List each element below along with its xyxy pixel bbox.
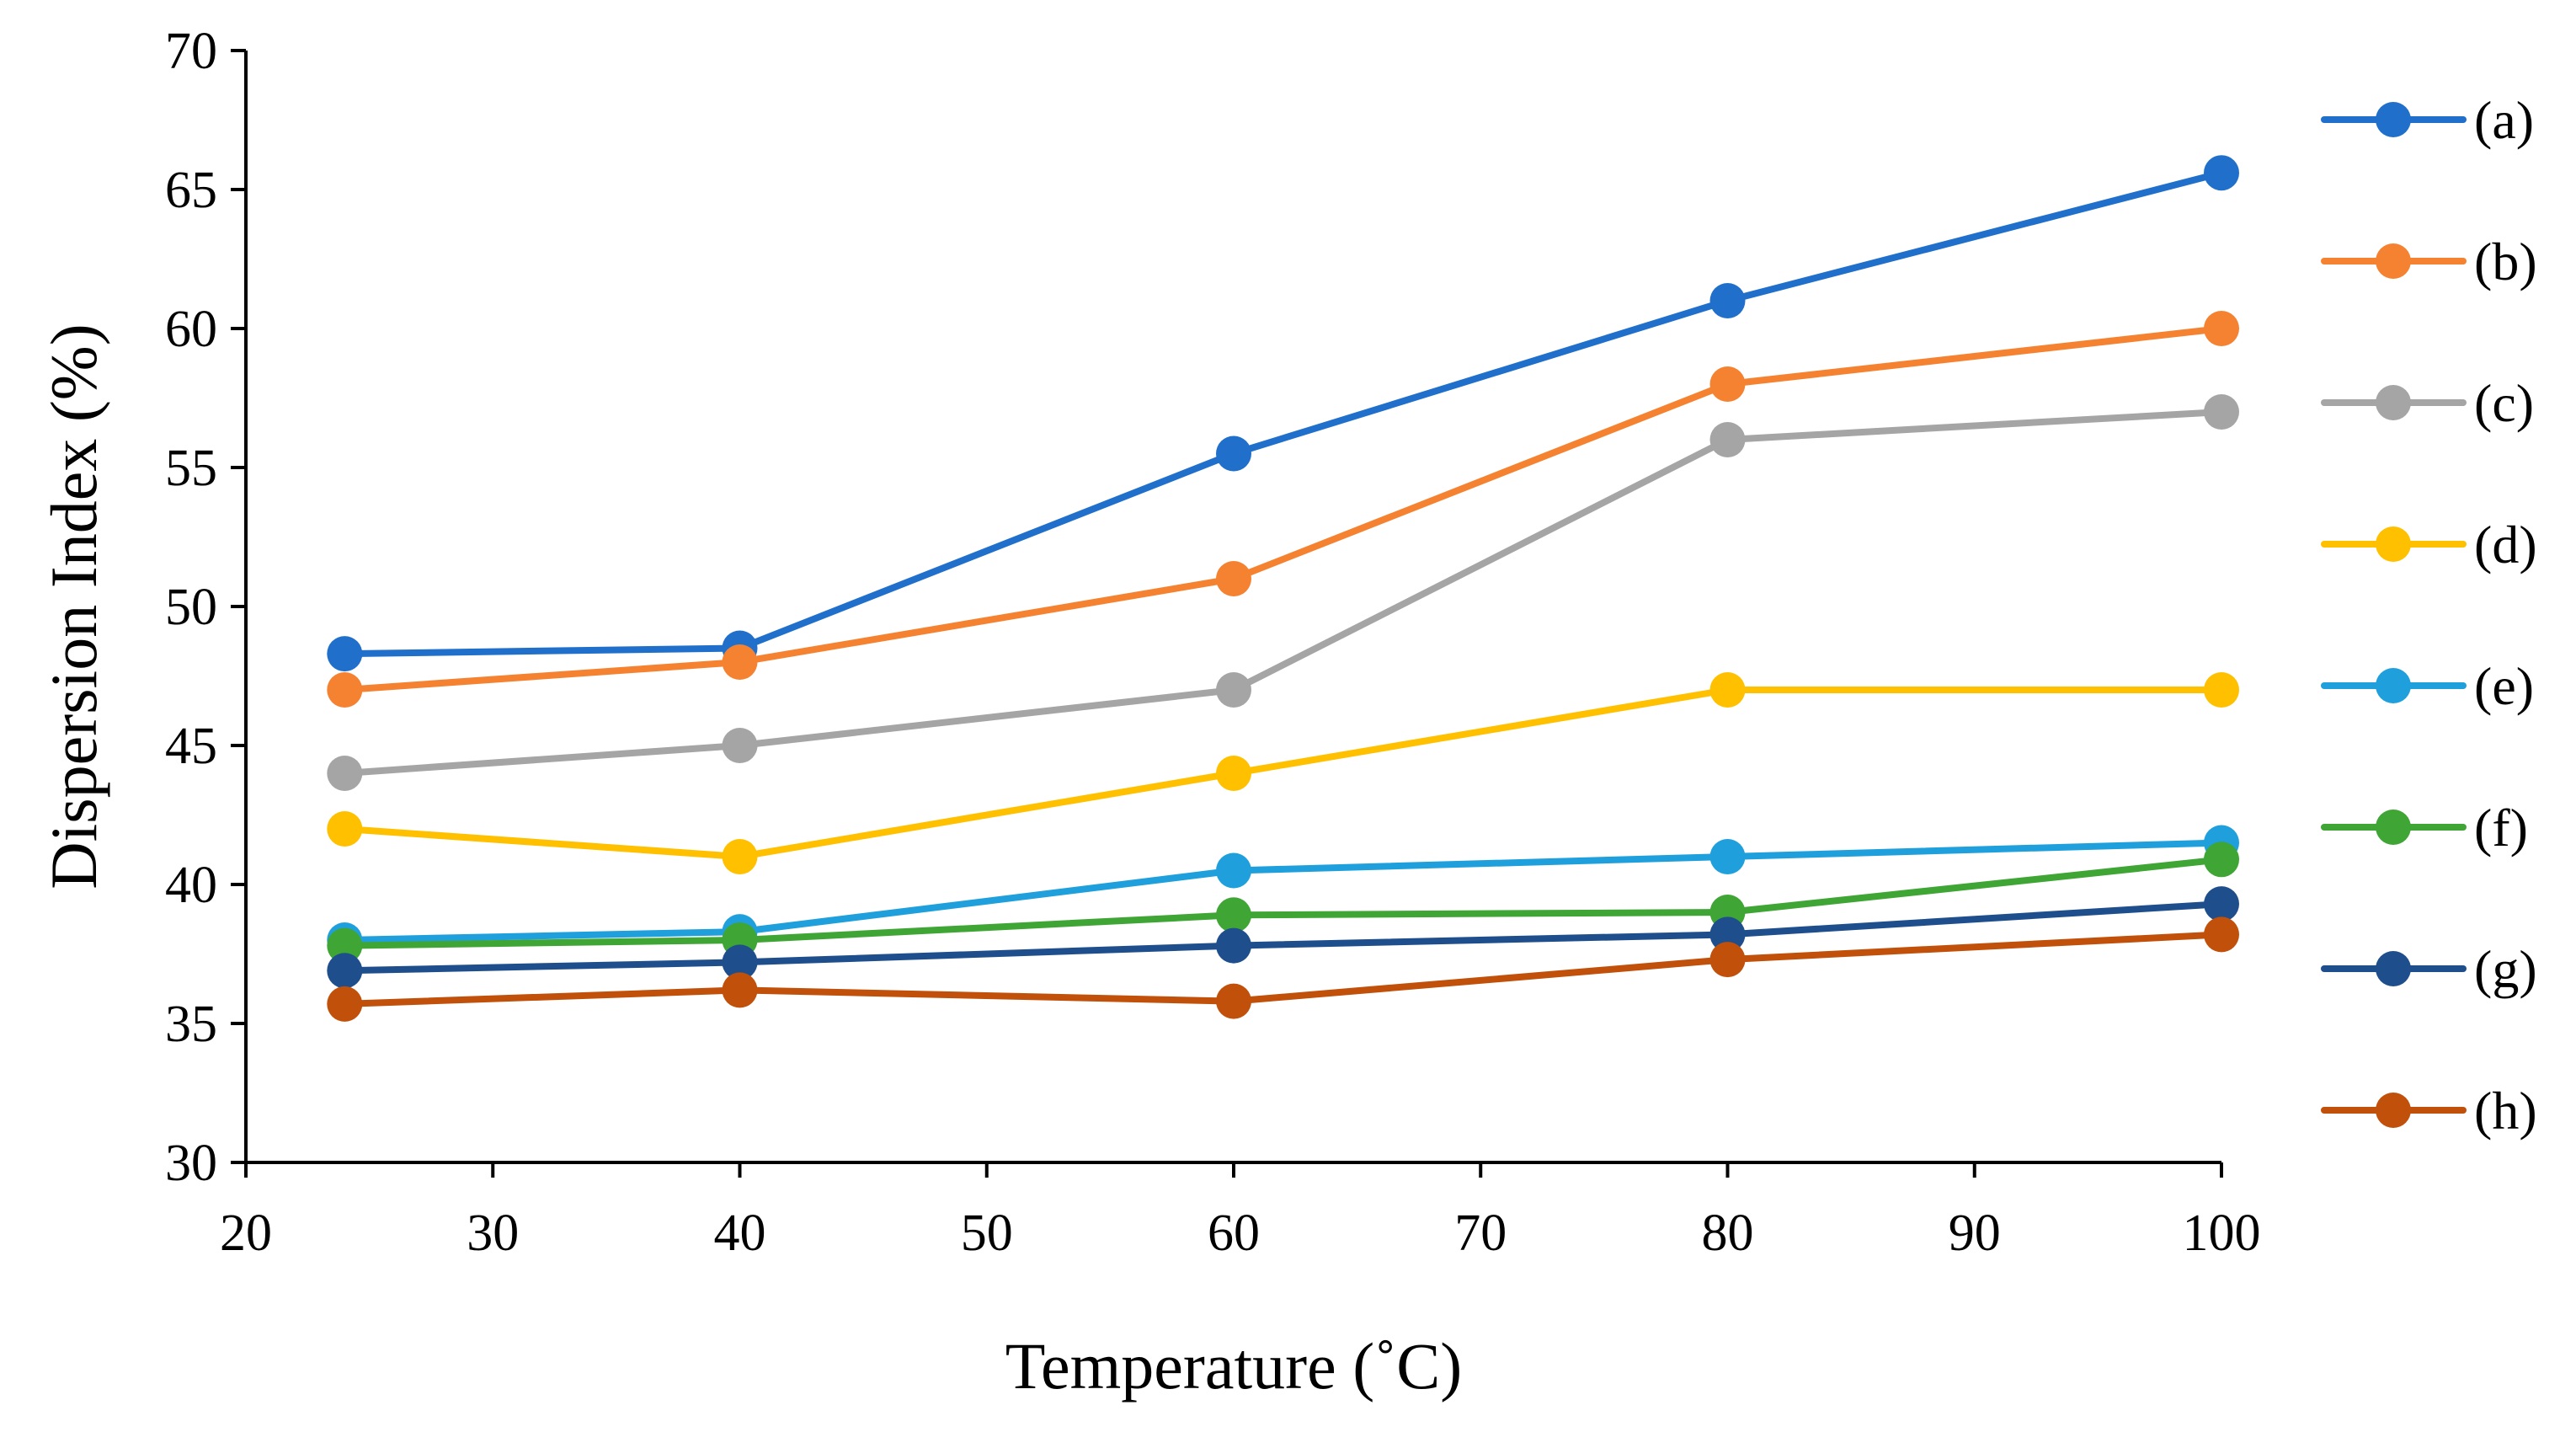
data-point — [2204, 916, 2239, 953]
y-tick-label: 65 — [165, 162, 217, 219]
data-point — [1709, 916, 1746, 953]
y-tick-label: 35 — [165, 996, 217, 1053]
data-point — [1709, 672, 1746, 708]
series-line — [341, 325, 2225, 693]
data-point — [722, 944, 758, 980]
data-point — [1709, 839, 1746, 874]
legend-item: (g) — [2321, 939, 2537, 999]
legend-item: (e) — [2321, 656, 2534, 716]
series-line — [341, 169, 2225, 658]
series-g — [327, 886, 2239, 989]
data-point — [327, 986, 363, 1022]
series-h — [327, 916, 2239, 1022]
legend-label: (g) — [2474, 939, 2537, 999]
legend-label: (h) — [2474, 1081, 2537, 1141]
data-point — [327, 953, 363, 989]
data-point — [722, 839, 758, 874]
x-tick-label: 90 — [1949, 1205, 2001, 1262]
y-ticks: 30 35 40 45 50 55 60 65 70 — [165, 23, 246, 1192]
x-tick-label: 30 — [467, 1205, 519, 1262]
y-axis-title: Dispersion Index (%) — [37, 323, 110, 890]
data-point — [2204, 886, 2239, 922]
y-tick-label: 40 — [165, 857, 217, 914]
data-point — [327, 927, 363, 964]
data-point — [2204, 672, 2239, 708]
data-point — [2204, 842, 2239, 878]
data-point — [327, 811, 363, 847]
data-point — [1216, 435, 1251, 472]
data-point — [327, 672, 363, 708]
data-point — [1709, 942, 1746, 978]
data-point — [1216, 672, 1251, 708]
y-tick-label: 55 — [165, 440, 217, 497]
legend-swatch-marker — [2376, 385, 2411, 420]
series-line — [341, 409, 2225, 777]
series-c — [327, 394, 2239, 791]
legend-label: (b) — [2474, 232, 2537, 291]
legend-swatch-marker — [2376, 243, 2411, 279]
x-tick-label: 60 — [1208, 1205, 1260, 1262]
data-point — [722, 728, 758, 763]
legend-label: (f) — [2474, 798, 2528, 858]
data-point — [1216, 927, 1251, 964]
data-point — [1709, 366, 1746, 402]
legend-swatch-marker — [2376, 810, 2411, 845]
series-line — [341, 687, 2225, 860]
x-tick-label: 100 — [2183, 1205, 2261, 1262]
x-tick-label: 70 — [1454, 1205, 1507, 1262]
legend-label: (e) — [2474, 656, 2534, 716]
legend-item: (d) — [2321, 515, 2537, 574]
y-tick-label: 45 — [165, 718, 217, 775]
legend-item: (h) — [2321, 1081, 2537, 1141]
x-tick-label: 80 — [1702, 1205, 1754, 1262]
x-tick-label: 20 — [220, 1205, 272, 1262]
data-point — [722, 644, 758, 680]
x-ticks: 20 30 40 50 60 70 80 90 100 — [220, 1162, 2261, 1262]
data-point — [2204, 394, 2239, 430]
data-point — [1216, 561, 1251, 596]
data-point — [1216, 983, 1251, 1019]
data-point — [2204, 155, 2239, 191]
data-point — [2204, 311, 2239, 346]
x-tick-label: 40 — [714, 1205, 766, 1262]
data-point — [722, 972, 758, 1008]
legend-item: (f) — [2321, 798, 2528, 858]
data-point — [1216, 897, 1251, 933]
data-point — [1709, 283, 1746, 318]
data-point — [327, 756, 363, 791]
legend-label: (a) — [2474, 90, 2534, 150]
series-group — [327, 155, 2239, 1022]
y-tick-label: 60 — [165, 301, 217, 358]
legend-item: (b) — [2321, 232, 2537, 291]
x-axis-title: Temperature (˚C) — [1005, 1329, 1462, 1403]
legend-label: (c) — [2474, 373, 2534, 433]
legend-swatch-marker — [2376, 526, 2411, 562]
legend-item: (c) — [2321, 373, 2534, 433]
data-point — [1709, 422, 1746, 457]
data-point — [1216, 756, 1251, 791]
legend-item: (a) — [2321, 90, 2534, 150]
y-tick-label: 50 — [165, 579, 217, 636]
x-tick-label: 50 — [961, 1205, 1013, 1262]
legend-swatch-marker — [2376, 1093, 2411, 1128]
legend-swatch-marker — [2376, 668, 2411, 703]
data-point — [327, 636, 363, 672]
series-b — [327, 311, 2239, 708]
y-tick-label: 30 — [165, 1135, 217, 1192]
y-tick-label: 70 — [165, 23, 217, 80]
legend-label: (d) — [2474, 515, 2537, 574]
series-d — [327, 672, 2239, 874]
legend-swatch-marker — [2376, 951, 2411, 986]
data-point — [1216, 852, 1251, 889]
legend-swatch-marker — [2376, 102, 2411, 137]
series-a — [327, 155, 2239, 672]
legend: (a) (b) (c) (d) (e) (f) (g) (h) — [2321, 90, 2537, 1141]
